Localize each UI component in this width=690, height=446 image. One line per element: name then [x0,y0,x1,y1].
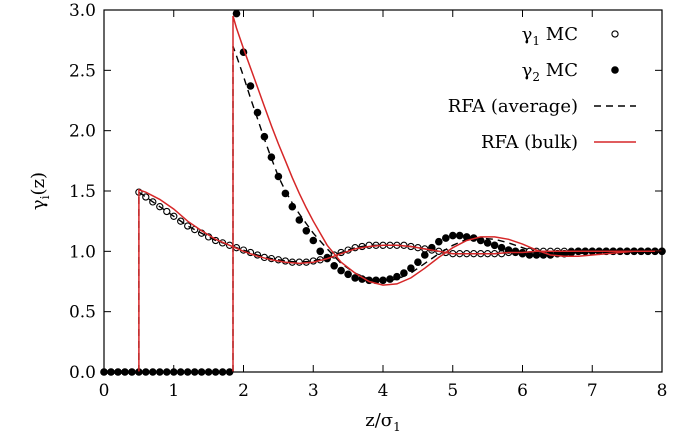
legend-entry-1-sub: 2 [532,70,540,84]
x-tick-label: 4 [378,381,389,401]
series-1-point [337,266,345,275]
x-axis-label-main: z/σ [365,410,393,431]
x-tick-label: 3 [308,381,319,401]
x-tick-label: 2 [238,381,249,401]
plot-area [100,9,666,376]
series-1-point [525,251,534,259]
legend-entry-0-sub: 1 [532,34,540,48]
series-1-point [511,247,520,256]
series-0-point [295,258,303,266]
legend-marker-filled-circle [611,66,619,74]
legend-entry-2: RFA (average) [448,96,578,117]
y-tick-label: 2.0 [69,122,96,142]
series-0-point [163,207,171,216]
legend-entry-0: γ1 MC [522,24,578,48]
series-1-point [386,275,394,283]
x-tick-label: 5 [447,381,458,401]
y-axis-label: γi(z) [28,172,52,210]
x-tick-label: 6 [517,381,528,401]
legend-entry-0-tail: MC [540,24,578,45]
series-1-point [260,132,269,141]
legend-marker-open-circle [611,30,619,38]
series-1-point [435,237,443,246]
y-tick-label: 0.5 [69,303,96,323]
series-2-line-1 [232,45,662,372]
x-tick-label: 1 [168,381,179,401]
legend-entry-2-main: RFA (average) [448,96,578,117]
legend-entry-0-main: γ [522,24,533,45]
plot-frame [103,9,663,373]
y-tick-label: 0.0 [69,363,96,383]
legend-entry-1-tail: MC [540,60,578,81]
series-1-point [302,227,311,235]
series-1-point [407,264,415,273]
series-1-point [309,236,318,245]
series-1-point [232,9,241,18]
series-1-point [246,82,255,90]
legend-entry-1-main: γ [522,60,533,81]
y-axis-label-sub: i [38,195,52,199]
legend-entry-3-main: RFA (bulk) [481,132,578,153]
series-3-line-0 [138,188,662,372]
series-1-point [379,276,387,285]
series-1-point [253,108,262,117]
x-tick-label: 8 [657,381,668,401]
series-1-point [518,249,527,258]
series-0-point [184,222,192,230]
y-axis-label-tail: (z) [28,172,49,196]
series-1-point [490,241,499,250]
series-1-point [483,239,492,247]
y-tick-label: 1.5 [69,182,96,202]
series-1-point [442,234,450,242]
x-axis-label: z/σ1 [365,410,400,434]
series-1-point [330,262,339,270]
series-1-point [421,251,429,259]
x-tick-label: 0 [99,381,110,401]
legend-entry-1: γ2 MC [522,60,578,84]
series-1-point [295,216,304,224]
legend-entry-3: RFA (bulk) [481,132,578,153]
x-axis-label-sub: 1 [393,420,401,434]
series-1-point [455,231,464,240]
series-1-point [414,258,422,267]
series-1-point [267,153,276,161]
series-3-line-1 [232,15,662,372]
x-tick-label: 7 [587,381,598,401]
series-1-point [497,243,506,252]
series-1-point [449,231,457,240]
series-1-point [316,247,325,256]
y-tick-label: 1.0 [69,242,96,262]
series-1-point [344,270,352,279]
series-1-point [393,272,401,281]
y-tick-label: 2.5 [69,61,96,81]
series-1-point [358,275,366,283]
series-1-point [351,274,359,282]
y-axis-label-main: γ [28,199,49,210]
y-tick-label: 3.0 [69,1,96,21]
series-1-point [274,172,283,181]
